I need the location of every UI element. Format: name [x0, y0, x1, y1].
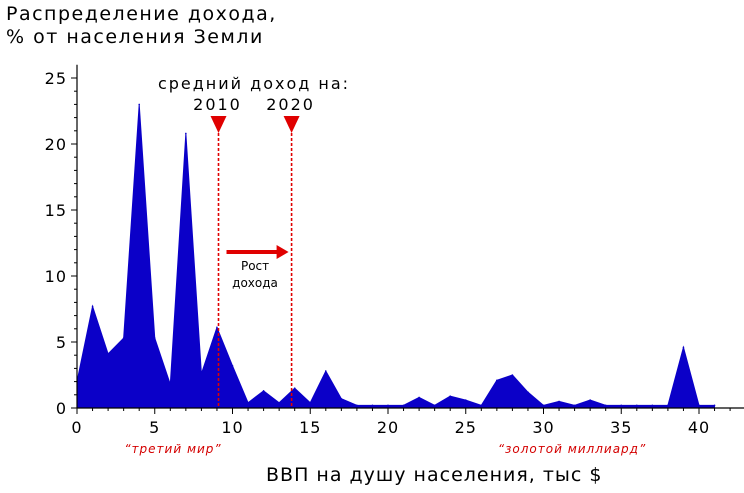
- data-point: [153, 337, 156, 339]
- data-point: [185, 132, 187, 135]
- data-point: [682, 346, 685, 349]
- data-point: [433, 404, 436, 407]
- y-tick-label: 10: [45, 267, 67, 286]
- x-tick-label: 25: [455, 418, 477, 437]
- data-point: [278, 401, 280, 404]
- data-point: [371, 404, 374, 407]
- x-tick-label: 20: [377, 418, 399, 437]
- data-point: [464, 399, 467, 401]
- data-point: [542, 404, 545, 407]
- data-point: [262, 390, 265, 392]
- data-point: [573, 404, 576, 407]
- y-tick-label: 20: [45, 135, 67, 154]
- data-point: [620, 404, 623, 407]
- region-note-third-world: “третий мир”: [124, 442, 221, 456]
- x-axis-label: ВВП на душу населения, тыс $: [266, 464, 603, 486]
- data-point: [107, 353, 109, 355]
- data-point: [713, 404, 716, 407]
- data-point: [169, 383, 172, 386]
- x-tick-label: 35: [610, 418, 632, 437]
- y-tick-label: 25: [45, 69, 67, 88]
- x-tick-label: 0: [71, 418, 82, 437]
- y-tick-label: 15: [45, 201, 67, 220]
- area-layer: [76, 103, 716, 409]
- data-point: [216, 326, 218, 329]
- x-tick-label: 10: [221, 418, 243, 437]
- y-tick-label: 5: [56, 333, 67, 352]
- data-point: [402, 404, 405, 407]
- arrow-label-line-1: Рост: [241, 259, 269, 273]
- data-point: [604, 404, 607, 407]
- data-point: [527, 391, 529, 393]
- data-point: [122, 337, 125, 339]
- data-point: [91, 305, 94, 308]
- x-tick-label: 5: [149, 418, 160, 437]
- data-point: [511, 374, 514, 376]
- data-point: [356, 404, 358, 407]
- arrow-label-line-2: дохода: [232, 276, 278, 290]
- data-point: [496, 379, 498, 382]
- marker-year-label: 2010: [193, 95, 242, 114]
- distribution-area: [76, 104, 716, 409]
- data-point: [698, 404, 700, 407]
- data-point: [138, 103, 140, 106]
- data-point: [418, 396, 420, 399]
- data-point: [558, 400, 560, 403]
- data-point: [651, 404, 654, 407]
- data-point: [636, 404, 638, 407]
- x-tick-label: 15: [299, 418, 321, 437]
- data-point: [200, 372, 203, 375]
- data-point: [247, 401, 249, 404]
- growth-arrow-head: [276, 245, 289, 259]
- annotation-layer: средний доход на:2010 2020Ростдохода“трет…: [124, 74, 646, 456]
- region-note-golden-billion: “золотой миллиард”: [498, 442, 646, 456]
- data-point: [293, 387, 296, 390]
- data-point: [387, 404, 389, 407]
- chart-title-line-2: % от населения Земли: [6, 26, 264, 48]
- marker-year-label: 2020: [266, 95, 315, 114]
- chart-title-line-1: Распределение дохода,: [6, 3, 277, 25]
- axis-layer: 0 5 10 15 20 25 30 35 40 0 5 10 15 20 25: [45, 64, 744, 437]
- data-point: [449, 395, 452, 397]
- x-tick-label: 30: [532, 418, 554, 437]
- data-point: [589, 399, 591, 401]
- data-point: [667, 404, 669, 407]
- data-point: [231, 364, 234, 367]
- data-point: [480, 404, 483, 407]
- annotation-header: средний доход на:: [158, 74, 350, 93]
- data-point: [340, 397, 343, 400]
- x-tick-label: 40: [688, 418, 710, 437]
- data-point: [309, 401, 312, 404]
- y-tick-label: 0: [56, 399, 67, 418]
- data-point: [325, 370, 327, 372]
